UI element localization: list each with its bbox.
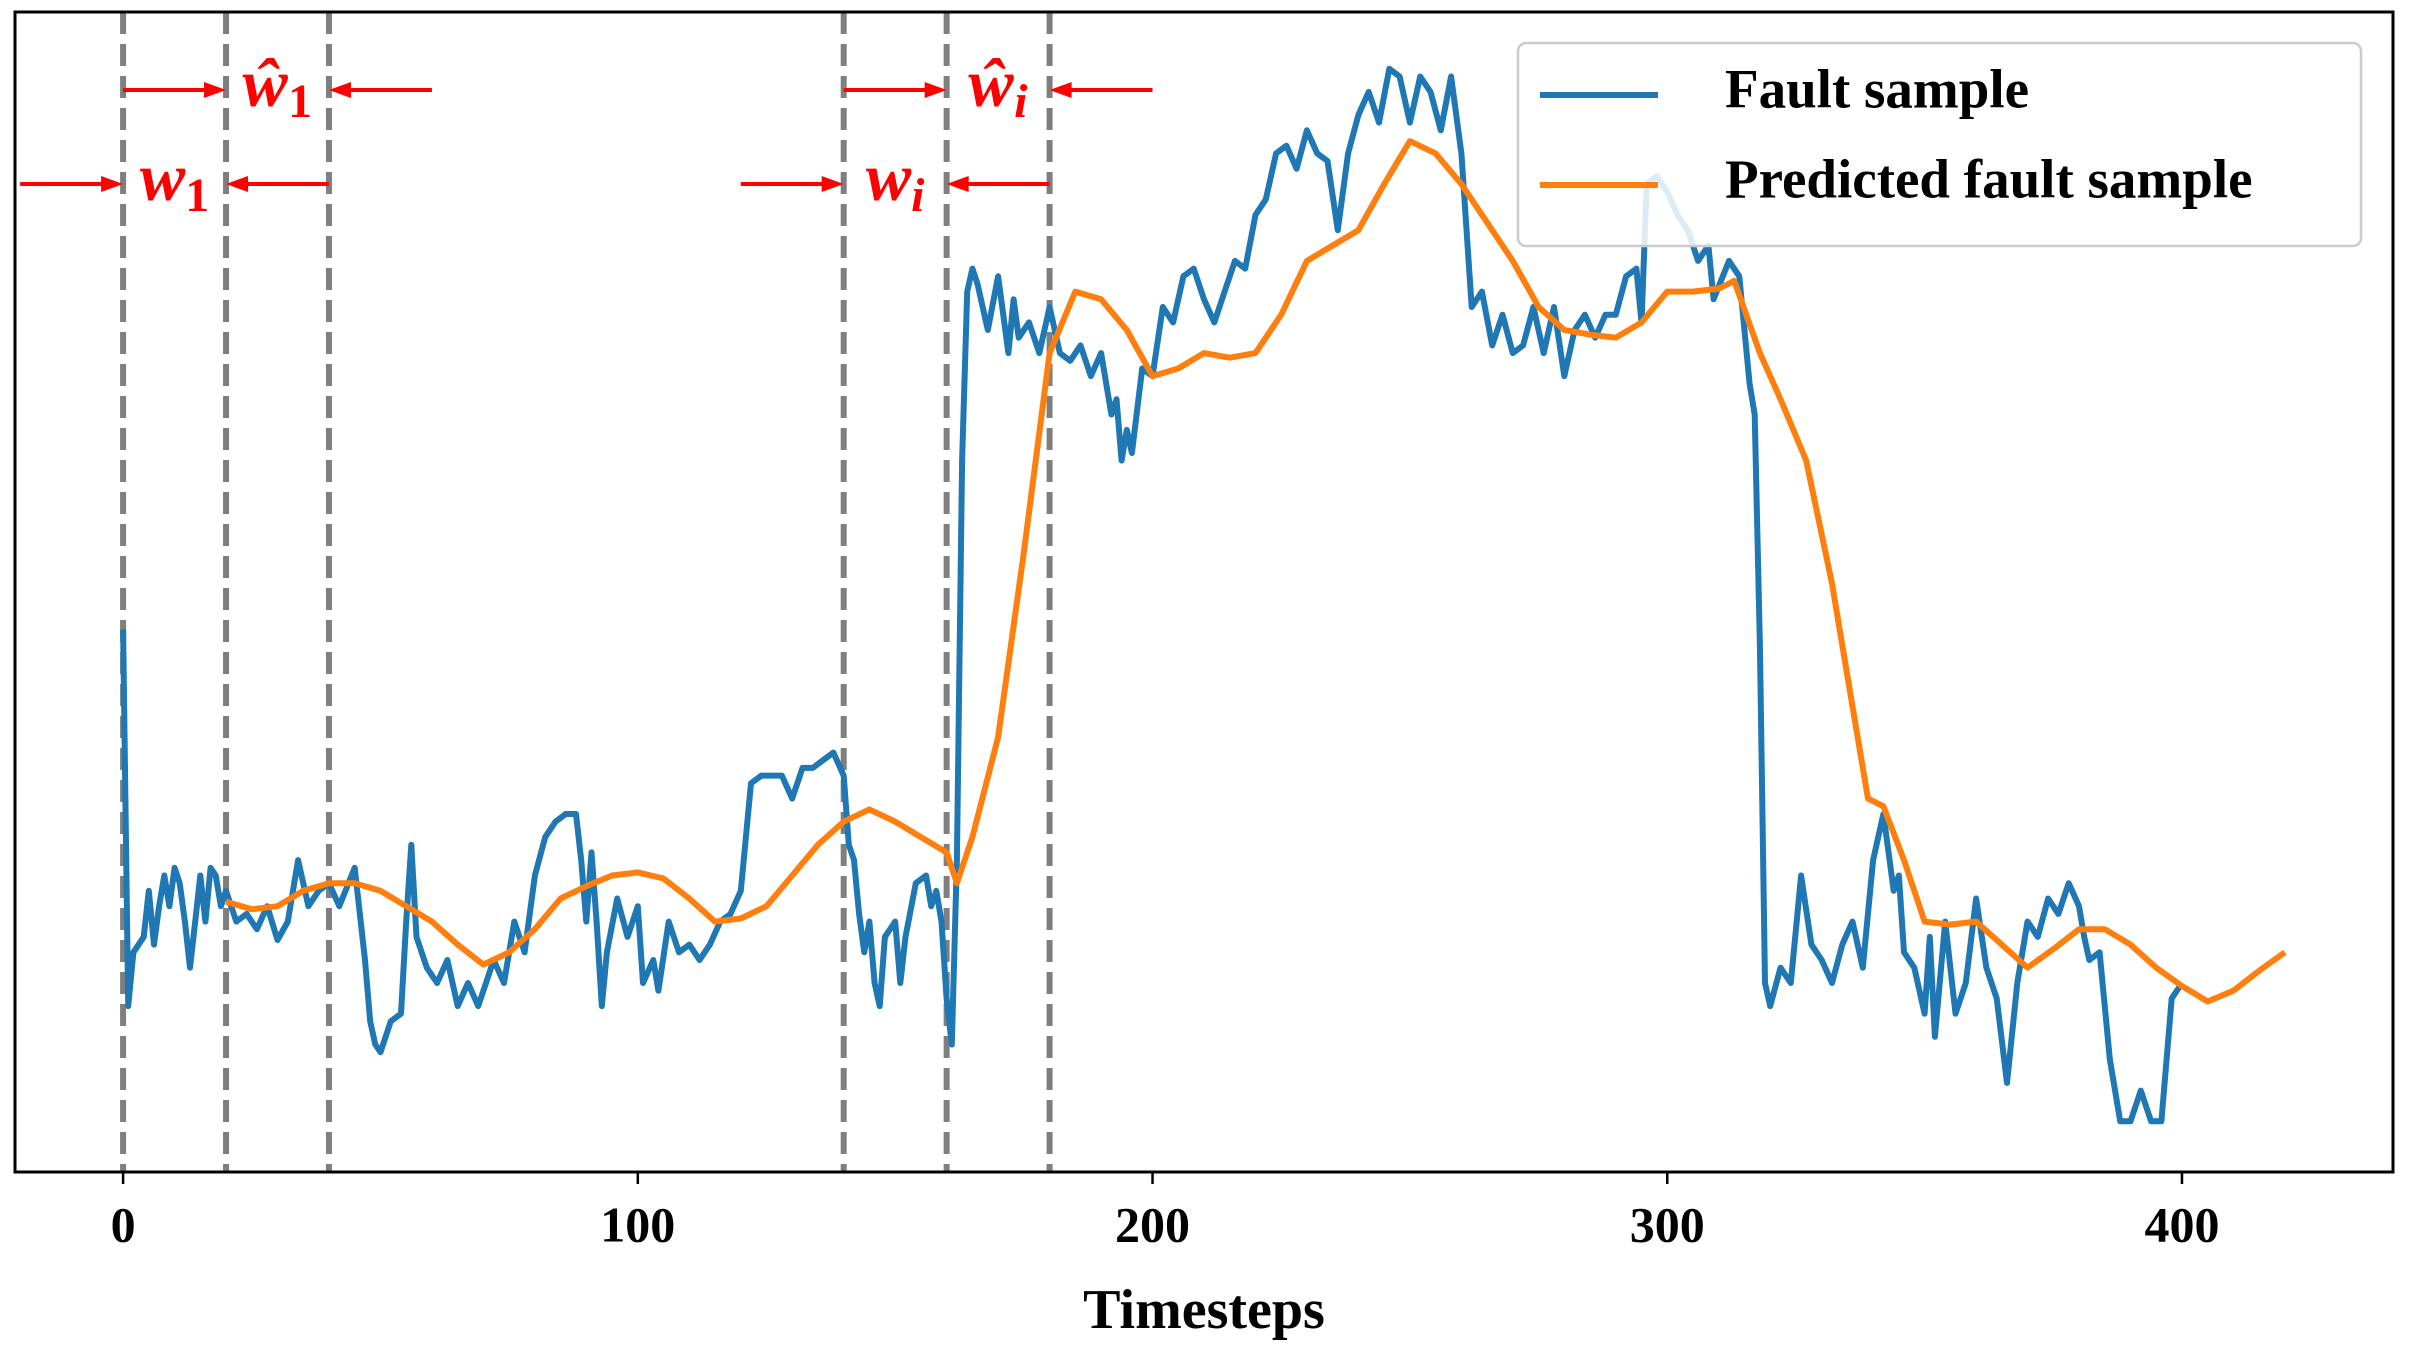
annotation-base: w <box>140 139 186 215</box>
annotation-arrow-head <box>226 176 249 192</box>
annotation-base: ŵ <box>968 45 1015 121</box>
annotation-sub: 1 <box>185 169 209 222</box>
x-tick-label: 300 <box>1630 1196 1705 1252</box>
annotation: wi <box>866 139 925 222</box>
annotation-arrow-head <box>328 82 351 98</box>
series-line <box>225 138 2287 1005</box>
legend-box <box>1516 41 2363 248</box>
axes-frame <box>13 10 2395 1174</box>
annotation-sub: i <box>911 169 925 222</box>
annotation: ŵi <box>968 45 1028 128</box>
annotation-arrow-head <box>821 176 844 192</box>
legend-label: Predicted fault sample <box>1725 149 2253 210</box>
annotation-base: ŵ <box>242 45 289 121</box>
series-line <box>120 65 2185 1125</box>
annotation-arrow-head <box>924 82 947 98</box>
x-tick-label: 200 <box>1115 1196 1190 1252</box>
annotation-base: w <box>866 139 912 215</box>
annotation-arrow-head <box>204 82 227 98</box>
x-tick-label: 0 <box>111 1196 136 1252</box>
x-tick-label: 100 <box>600 1196 675 1252</box>
annotation-arrow-head <box>1049 82 1072 98</box>
annotation-arrow-head <box>946 176 969 192</box>
annotation-arrow-head <box>101 176 124 192</box>
x-axis-label: Timesteps <box>1083 1279 1325 1341</box>
annotation-sub: 1 <box>288 75 312 128</box>
legend-label: Fault sample <box>1725 59 2029 120</box>
annotation: ŵ1 <box>242 45 312 128</box>
annotation-sub: i <box>1014 75 1028 128</box>
x-tick-label: 400 <box>2144 1196 2219 1252</box>
annotation: w1 <box>140 139 209 222</box>
